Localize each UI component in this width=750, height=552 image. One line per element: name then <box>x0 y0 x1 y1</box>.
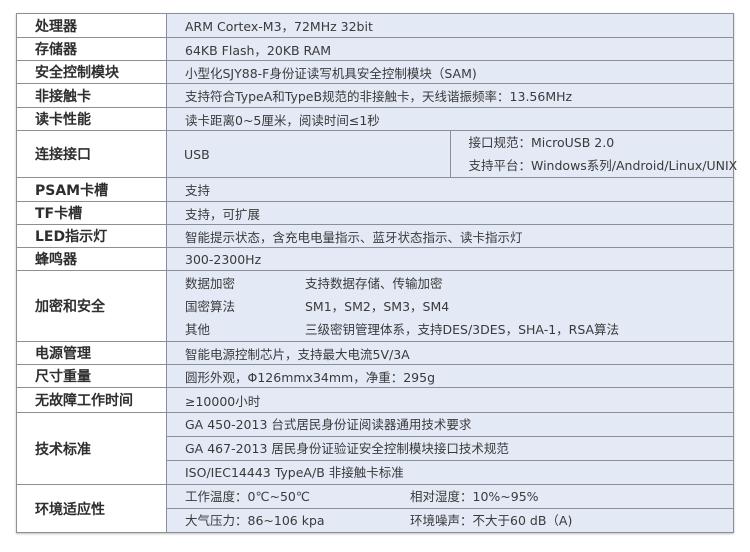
spec-row: 安全控制模块 小型化SJY88-F身份证读写机具安全控制模块（SAM) <box>16 60 734 84</box>
spec-row: 读卡性能 读卡距离0~5厘米，阅读时间≤1秒 <box>16 107 734 131</box>
connection-platform: 支持平台：Windows系列/Android/Linux/UNIX <box>468 158 738 173</box>
security-key: 国密算法 <box>185 298 236 314</box>
connection-type: USB <box>166 130 451 178</box>
spec-label: 存储器 <box>16 37 167 61</box>
spec-label: 无故障工作时间 <box>16 387 167 413</box>
spec-row: 蜂鸣器 300-2300Hz <box>16 247 734 271</box>
security-value: 支持数据存储、传输加密 <box>305 275 443 291</box>
spec-row: PSAM卡槽 支持 <box>16 177 734 202</box>
spec-value: ARM Cortex-M3，72MHz 32bit <box>166 13 734 38</box>
spec-row: TF卡槽 支持，可扩展 <box>16 201 734 225</box>
spec-row: 存储器 64KB Flash，20KB RAM <box>16 37 734 61</box>
environment-key: 大气压力：86~106 kpa <box>185 513 325 528</box>
spec-row: 无故障工作时间 ≥10000小时 <box>16 387 734 413</box>
spec-label: TF卡槽 <box>16 201 167 225</box>
spec-row: 处理器 ARM Cortex-M3，72MHz 32bit <box>16 13 734 38</box>
spec-value: 支持符合TypeA和TypeB规范的非接触卡，天线谐振频率：13.56MHz <box>166 83 734 108</box>
environment-row: 环境适应性 工作温度：0℃~50℃ 相对湿度：10%~95% 大气压力：86~10… <box>16 484 734 533</box>
connection-row: 连接接口 USB 接口规范：MicroUSB 2.0 支持平台：Windows系… <box>16 130 738 178</box>
security-item: 数据加密 支持数据存储、传输加密 <box>185 272 733 295</box>
spec-label: 连接接口 <box>16 130 167 178</box>
connection-spec: 接口规范：MicroUSB 2.0 <box>468 135 615 150</box>
standards-row: 技术标准 GA 450-2013 台式居民身份证阅读器通用技术要求 GA 467… <box>16 412 734 485</box>
spec-label: PSAM卡槽 <box>16 177 167 202</box>
spec-label: 非接触卡 <box>16 83 167 108</box>
spec-value: ≥10000小时 <box>166 387 734 413</box>
spec-label: 处理器 <box>16 13 167 38</box>
spec-row: 非接触卡 支持符合TypeA和TypeB规范的非接触卡，天线谐振频率：13.56M… <box>16 83 734 108</box>
spec-row: 尺寸重量 圆形外观，Φ126mmx34mm，净重：295g <box>16 364 734 388</box>
security-key: 数据加密 <box>185 275 236 291</box>
security-value: SM1，SM2，SM3，SM4 <box>305 298 450 314</box>
environment-details: 工作温度：0℃~50℃ 相对湿度：10%~95% 大气压力：86~106 kpa 环… <box>166 484 734 533</box>
spec-value: 64KB Flash，20KB RAM <box>166 37 734 61</box>
security-row: 加密和安全 数据加密 支持数据存储、传输加密 国密算法 SM1，SM2，SM3，SM… <box>16 270 734 342</box>
standard-item: ISO/IEC14443 TypeA/B 非接触卡标准 <box>167 460 733 484</box>
standards-list: GA 450-2013 台式居民身份证阅读器通用技术要求 GA 467-2013… <box>166 412 734 485</box>
spec-value: 支持 <box>166 177 734 202</box>
spec-value: 智能提示状态，含充电电量指示、蓝牙状态指示、读卡指示灯 <box>166 224 734 248</box>
spec-value: 圆形外观，Φ126mmx34mm，净重：295g <box>166 364 734 388</box>
spec-label: 蜂鸣器 <box>16 247 167 271</box>
security-item: 其他 三级密钥管理体系，支持DES/3DES，SHA-1，RSA算法 <box>185 318 733 341</box>
environment-value: 相对湿度：10%~95% <box>410 489 539 504</box>
spec-row: LED指示灯 智能提示状态，含充电电量指示、蓝牙状态指示、读卡指示灯 <box>16 224 734 248</box>
spec-value: 小型化SJY88-F身份证读写机具安全控制模块（SAM) <box>166 60 734 84</box>
security-item: 国密算法 SM1，SM2，SM3，SM4 <box>185 295 733 318</box>
spec-label: 安全控制模块 <box>16 60 167 84</box>
spec-label: 环境适应性 <box>16 484 167 533</box>
environment-value: 环境噪声：不大于60 dB（A) <box>410 513 573 528</box>
security-value: 三级密钥管理体系，支持DES/3DES，SHA-1，RSA算法 <box>305 321 620 337</box>
spec-value: 支持，可扩展 <box>166 201 734 225</box>
security-key: 其他 <box>185 321 211 337</box>
spec-label: 加密和安全 <box>16 270 167 342</box>
standard-item: GA 450-2013 台式居民身份证阅读器通用技术要求 <box>185 417 472 432</box>
environment-item: 大气压力：86~106 kpa 环境噪声：不大于60 dB（A) <box>167 508 733 532</box>
spec-label: 电源管理 <box>16 341 167 365</box>
spec-label: LED指示灯 <box>16 224 167 248</box>
spec-label: 技术标准 <box>16 412 167 485</box>
security-details: 数据加密 支持数据存储、传输加密 国密算法 SM1，SM2，SM3，SM4 其他 三级… <box>166 270 734 342</box>
spec-value: 读卡距离0~5厘米，阅读时间≤1秒 <box>166 107 734 131</box>
spec-label: 尺寸重量 <box>16 364 167 388</box>
spec-value: 智能电源控制芯片，支持最大电流5V/3A <box>166 341 734 365</box>
spec-row: 电源管理 智能电源控制芯片，支持最大电流5V/3A <box>16 341 734 365</box>
connection-details: 接口规范：MicroUSB 2.0 支持平台：Windows系列/Android… <box>449 130 738 178</box>
standard-item: GA 467-2013 居民身份证验证安全控制模块接口技术规范 <box>167 436 733 460</box>
spec-value: 300-2300Hz <box>166 247 734 271</box>
spec-label: 读卡性能 <box>16 107 167 131</box>
spec-table: 处理器 ARM Cortex-M3，72MHz 32bit 存储器 64KB Fla… <box>16 13 738 533</box>
environment-item: 工作温度：0℃~50℃ 相对湿度：10%~95% <box>185 485 733 508</box>
environment-key: 工作温度：0℃~50℃ <box>185 489 310 504</box>
